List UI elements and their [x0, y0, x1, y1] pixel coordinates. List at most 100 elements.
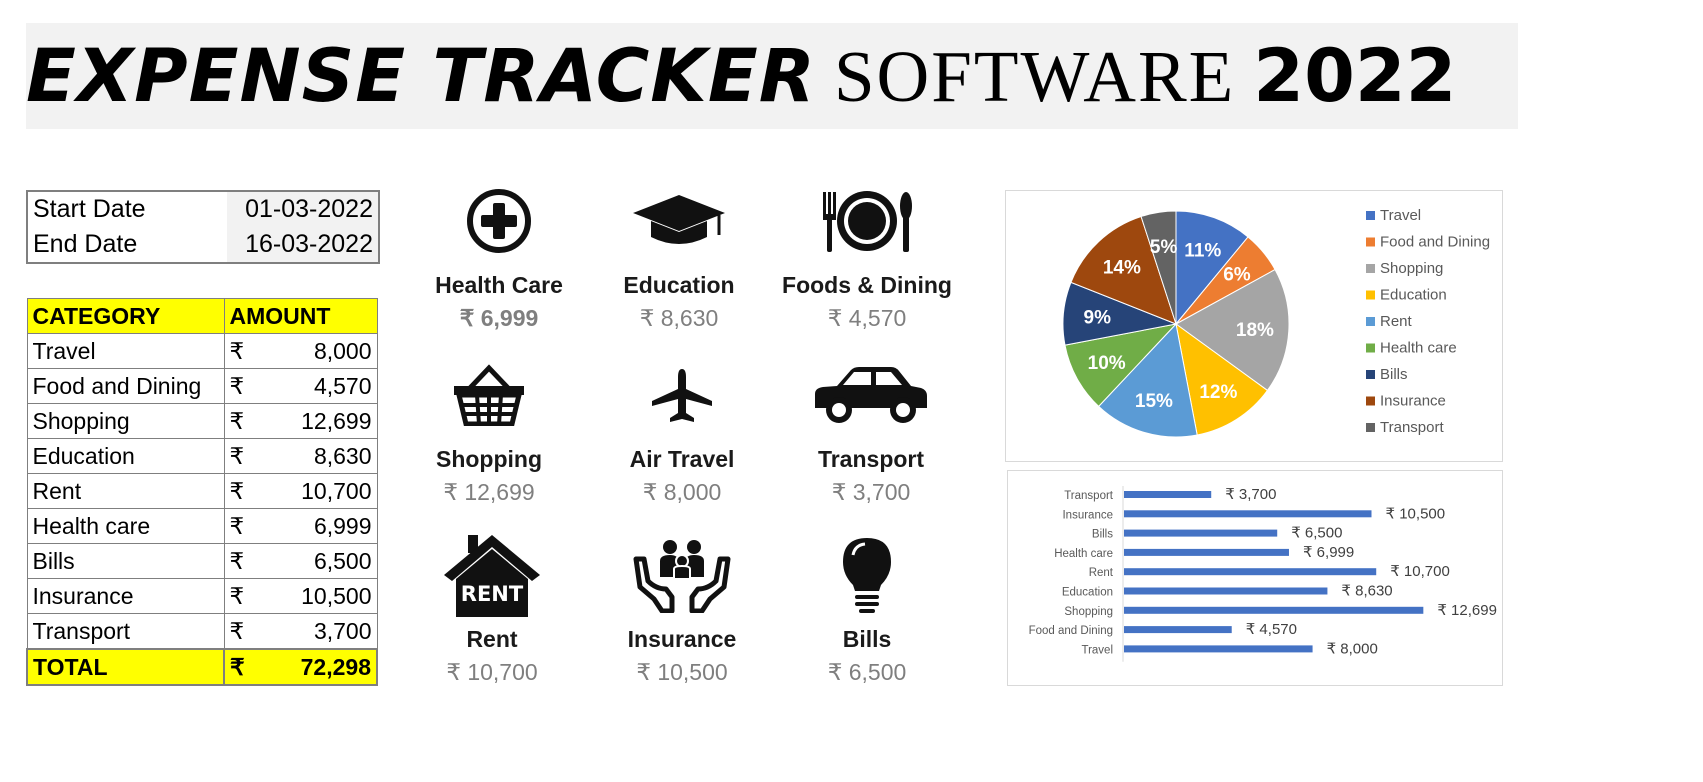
category-cell[interactable]: Food and Dining	[26, 368, 225, 404]
bar-bills[interactable]	[1124, 529, 1278, 537]
legend-label: Bills	[1380, 366, 1408, 383]
category-cell[interactable]: Transport	[26, 613, 225, 650]
tile-insurance: Insurance ₹ 10,500	[597, 530, 767, 686]
bar-chart: Transport ₹ 3,700 Insurance ₹ 10,500 Bills ₹ …	[1007, 470, 1503, 686]
page-title: EXPENSE TRACKER SOFTWARE 2022	[26, 23, 1518, 129]
legend-swatch	[1366, 211, 1375, 220]
pie-slice-rent[interactable]	[1097, 322, 1198, 438]
pie-data-label: 6%	[1223, 265, 1251, 286]
pie-chart: 11% 6% 18% 12% 15% 10% 9% 14% 5% Travel Food and D…	[1005, 190, 1503, 462]
category-cell[interactable]: Rent	[26, 473, 225, 509]
total-label: TOTAL	[26, 648, 225, 686]
pie-slice-transport[interactable]	[1140, 210, 1177, 325]
tile-name: Rent	[466, 626, 518, 652]
category-cell[interactable]: Travel	[26, 333, 225, 369]
amount-cell[interactable]: 4,570	[275, 368, 378, 404]
pie-chart-svg: 11%6% 18% 12% 15% 10% 9% 14% 5% Travel Food and D…	[1062, 207, 1490, 438]
currency-cell: ₹	[223, 543, 275, 579]
bar-health-care[interactable]	[1124, 548, 1289, 556]
table-row: Food and Dining ₹4,570	[26, 368, 378, 404]
end-date-row: End Date 16-03-2022	[28, 227, 378, 262]
tile-amount: ₹ 6,999	[459, 305, 539, 331]
legend-swatch	[1366, 343, 1375, 353]
tile-amount: ₹ 10,500	[636, 659, 728, 685]
category-cell[interactable]: Health care	[26, 508, 225, 544]
amount-cell[interactable]: 8,000	[275, 333, 378, 369]
table-row: Insurance ₹10,500	[26, 578, 378, 614]
currency-cell: ₹	[223, 578, 275, 614]
start-date-row: Start Date 01-03-2022	[28, 192, 378, 227]
title-part-1: EXPENSE TRACKER	[26, 33, 816, 119]
bar-food-and-dining[interactable]	[1124, 626, 1232, 634]
tile-name: Education	[623, 272, 735, 298]
amount-cell[interactable]: 6,500	[275, 543, 378, 579]
pie-data-label: 11%	[1184, 241, 1221, 262]
tile-amount: ₹ 12,699	[443, 479, 535, 505]
currency-cell: ₹	[223, 333, 275, 369]
amount-cell[interactable]: 6,999	[275, 508, 378, 544]
pie-data-label: 10%	[1088, 353, 1126, 374]
tile-name: Transport	[817, 446, 925, 472]
title-part-3: 2022	[1253, 33, 1457, 119]
bar-transport[interactable]	[1124, 491, 1212, 498]
legend-swatch	[1366, 290, 1375, 300]
category-cell[interactable]: Bills	[26, 543, 225, 579]
category-cell[interactable]: Insurance	[26, 578, 225, 614]
category-cell[interactable]: Shopping	[26, 403, 225, 439]
pie-slice-education[interactable]	[1175, 322, 1269, 436]
start-date-value[interactable]: 01-03-2022	[227, 192, 378, 227]
bar-insurance[interactable]	[1124, 510, 1372, 518]
bar-value-label: ₹ 12,699	[1437, 602, 1497, 619]
pie-data-label: 9%	[1084, 308, 1112, 329]
amount-header: AMOUNT	[223, 298, 378, 334]
tile-name: Insurance	[627, 626, 737, 652]
bar-category-label: Rent	[1089, 567, 1114, 579]
table-row: Transport ₹3,700	[26, 613, 378, 650]
amount-cell[interactable]: 10,700	[275, 473, 378, 509]
category-cell[interactable]: Education	[26, 438, 225, 474]
tile-name: Foods & Dining	[782, 272, 952, 298]
light-bulb-icon	[782, 530, 952, 620]
end-date-value[interactable]: 16-03-2022	[227, 227, 378, 262]
bar-value-label: ₹ 4,570	[1246, 621, 1297, 638]
legend-swatch	[1366, 264, 1375, 273]
bar-value-label: ₹ 6,500	[1291, 525, 1342, 542]
bar-shopping[interactable]	[1124, 606, 1424, 614]
bar-chart-svg: Transport ₹ 3,700 Insurance ₹ 10,500 Bills ₹ …	[1029, 486, 1497, 662]
tile-name: Bills	[842, 626, 892, 652]
table-row: Bills ₹6,500	[26, 543, 378, 579]
table-header-row: CATEGORY AMOUNT	[26, 298, 378, 334]
bar-education[interactable]	[1124, 587, 1328, 595]
currency-cell: ₹	[223, 438, 275, 474]
table-row: Education ₹8,630	[26, 438, 378, 474]
legend-label: Food and Dining	[1380, 234, 1490, 251]
legend-swatch	[1366, 396, 1375, 406]
date-range-box: Start Date 01-03-2022 End Date 16-03-202…	[26, 190, 380, 264]
title-part-2: SOFTWARE	[833, 35, 1236, 117]
graduation-cap-icon	[594, 176, 764, 266]
table-row: Travel ₹8,000	[26, 333, 378, 369]
tile-amount: ₹ 8,000	[642, 479, 722, 505]
bar-category-label: Health care	[1054, 548, 1113, 560]
pie-slice-shopping[interactable]	[1175, 268, 1290, 392]
total-row: TOTAL ₹72,298	[26, 648, 378, 686]
amount-cell[interactable]: 8,630	[275, 438, 378, 474]
legend-label: Transport	[1380, 419, 1444, 436]
tile-education: Education ₹ 8,630	[594, 176, 764, 332]
bar-travel[interactable]	[1124, 645, 1313, 653]
amount-cell[interactable]: 3,700	[275, 613, 378, 650]
bar-category-label: Insurance	[1062, 509, 1113, 521]
pie-slice-travel[interactable]	[1175, 210, 1249, 326]
amount-cell[interactable]: 10,500	[275, 578, 378, 614]
table-row: Rent ₹10,700	[26, 473, 378, 509]
bar-category-label: Education	[1062, 587, 1113, 599]
total-amount: 72,298	[275, 648, 378, 686]
amount-cell[interactable]: 12,699	[275, 403, 378, 439]
bar-value-label: ₹ 3,700	[1225, 486, 1276, 503]
bar-category-label: Transport	[1064, 490, 1114, 502]
currency-cell: ₹	[223, 473, 275, 509]
pie-slice-health-care[interactable]	[1064, 323, 1178, 408]
bar-rent[interactable]	[1124, 568, 1377, 576]
category-table: CATEGORY AMOUNT Travel ₹8,000 Food and Din…	[26, 298, 378, 686]
legend-swatch	[1366, 370, 1375, 379]
